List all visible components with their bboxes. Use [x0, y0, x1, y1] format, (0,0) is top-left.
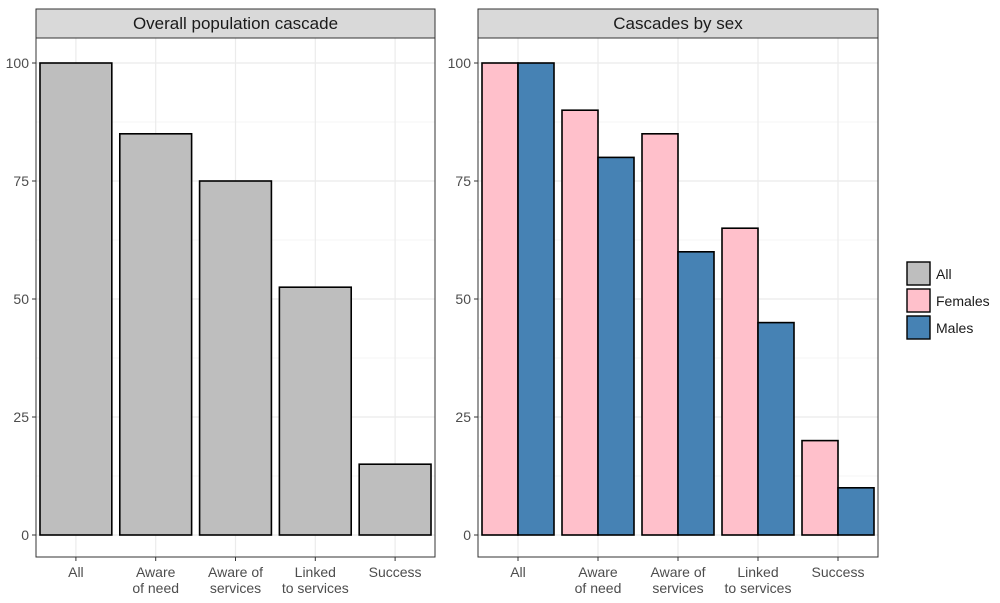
x-tick-label-line: Aware	[578, 564, 618, 580]
bar-all	[39, 62, 113, 536]
y-tick-label: 25	[455, 409, 471, 425]
bar-females	[561, 109, 599, 536]
bar-females	[481, 62, 519, 536]
bar-males	[597, 156, 635, 536]
x-tick-label-line: to services	[725, 580, 792, 596]
bar-males	[757, 321, 795, 536]
bar-all	[358, 463, 432, 536]
legend-key-females	[906, 288, 931, 313]
x-tick-label: Linked to services	[725, 564, 792, 596]
x-tick-label-line: Linked	[737, 564, 778, 580]
legend-label-males: Males	[936, 320, 973, 336]
x-tick-label: Aware of services	[651, 564, 706, 596]
legend-label-females: Females	[936, 293, 990, 309]
legend: All Females Males	[906, 261, 990, 340]
panel-2: Cascades by sex 0 25 50 75 100 All Aware of need…	[448, 8, 879, 596]
y-tick-label: 75	[13, 173, 29, 189]
x-tick-label: Aware of services	[208, 564, 263, 596]
x-tick-label-line: Aware of	[651, 564, 706, 580]
panel-1: Overall population cascade 0 25 50 75 100 All A…	[6, 8, 436, 596]
panel-title: Cascades by sex	[613, 14, 743, 33]
legend-label-all: All	[936, 266, 952, 282]
x-tick-label-line: services	[652, 580, 703, 596]
x-tick-label-line: All	[510, 564, 526, 580]
y-tick-label: 100	[448, 55, 472, 71]
bar-males	[517, 62, 555, 536]
x-tick-label: Linked to services	[282, 564, 349, 596]
bar-females	[721, 227, 759, 536]
x-tick-label-line: services	[210, 580, 261, 596]
y-tick-label: 0	[21, 527, 29, 543]
x-tick-label: Success	[369, 564, 422, 580]
x-tick-label-line: to services	[282, 580, 349, 596]
y-tick-label: 0	[463, 527, 471, 543]
x-tick-label-line: of need	[132, 580, 179, 596]
y-tick-label: 50	[455, 291, 471, 307]
x-tick-label-line: All	[68, 564, 84, 580]
panel-strip	[477, 8, 879, 39]
y-tick-label: 75	[455, 173, 471, 189]
bar-all	[118, 133, 193, 536]
legend-key-males	[906, 315, 931, 340]
x-tick-label: All	[68, 564, 84, 580]
bar-males	[677, 251, 715, 536]
bar-females	[801, 439, 839, 536]
x-tick-label: All	[510, 564, 526, 580]
x-tick-label-line: Aware	[136, 564, 176, 580]
x-tick-label-line: Linked	[295, 564, 336, 580]
x-tick-label-line: Success	[369, 564, 422, 580]
x-tick-label: Aware of need	[575, 564, 622, 596]
y-tick-label: 25	[13, 409, 29, 425]
legend-key-all	[906, 261, 931, 286]
x-tick-label: Success	[812, 564, 865, 580]
y-tick-label: 100	[6, 55, 30, 71]
x-tick-label-line: Aware of	[208, 564, 263, 580]
y-tick-label: 50	[13, 291, 29, 307]
bar-all	[198, 180, 273, 536]
bar-all	[278, 286, 353, 536]
bar-males	[837, 486, 875, 536]
x-tick-label: Aware of need	[132, 564, 179, 596]
bar-females	[641, 133, 679, 536]
panel-strip	[35, 8, 436, 39]
x-tick-label-line: Success	[812, 564, 865, 580]
panel-title: Overall population cascade	[133, 14, 338, 33]
x-tick-label-line: of need	[575, 580, 622, 596]
